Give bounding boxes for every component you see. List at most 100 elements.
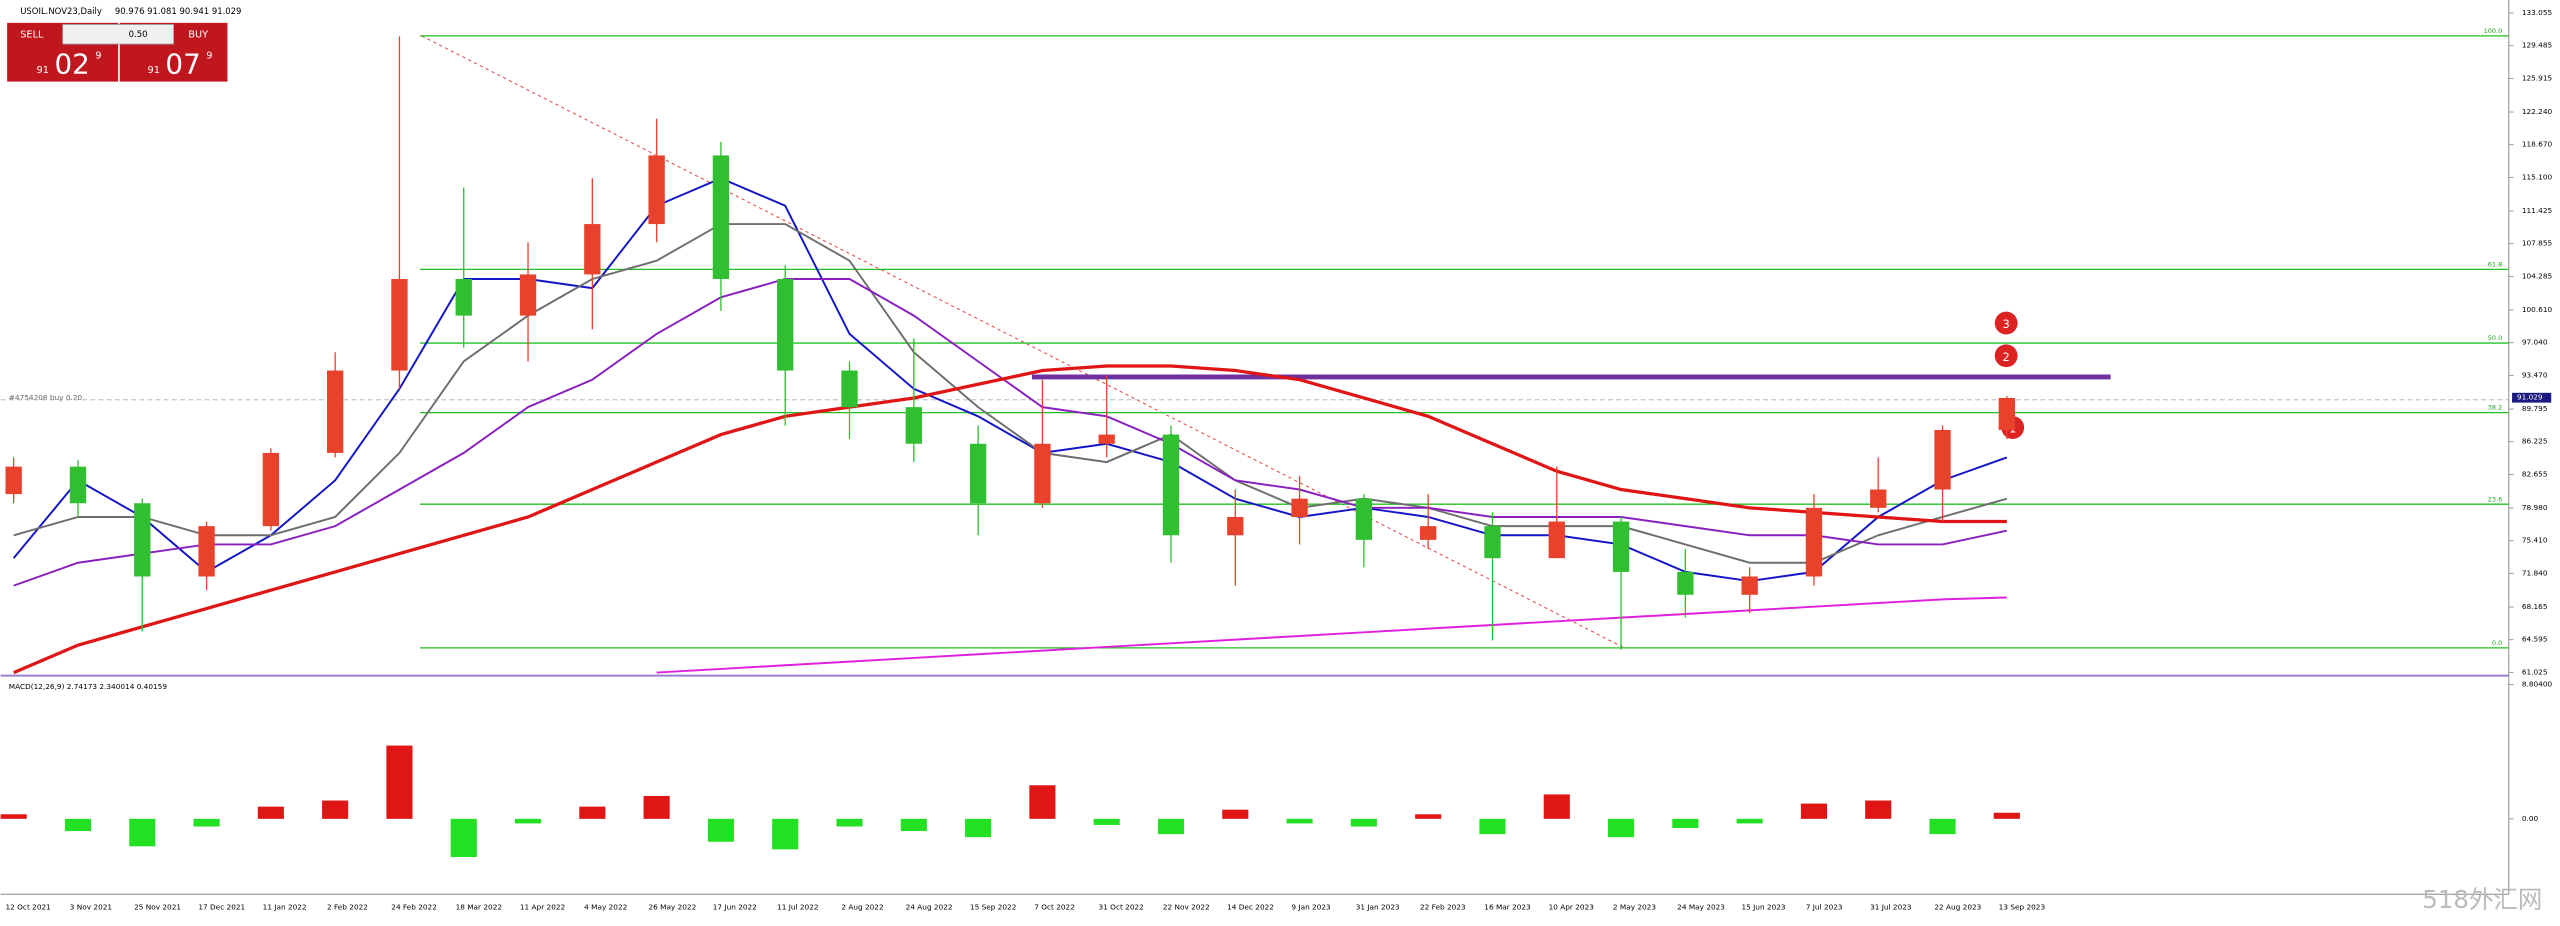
watermark: 518外汇网 bbox=[2422, 885, 2542, 914]
macd-bar bbox=[1929, 818, 1956, 835]
candle-body bbox=[905, 407, 922, 444]
x-tick-label: 3 Nov 2021 bbox=[70, 902, 112, 911]
macd-bar bbox=[1800, 803, 1827, 819]
candle-body bbox=[1934, 430, 1951, 490]
macd-bar bbox=[1865, 800, 1892, 819]
y-tick-label: 122.240 bbox=[2522, 107, 2553, 116]
x-tick-label: 2 Feb 2022 bbox=[327, 902, 368, 911]
x-tick-label: 2 Aug 2022 bbox=[841, 902, 883, 911]
order-label: #4754208 buy 0.20 bbox=[9, 393, 83, 402]
x-tick-label: 12 Oct 2021 bbox=[6, 902, 51, 911]
moving-average bbox=[13, 364, 2007, 675]
fib-label: 100.0 bbox=[2484, 27, 2503, 35]
x-tick-label: 7 Jul 2023 bbox=[1806, 902, 1843, 911]
macd-bar bbox=[1029, 785, 1056, 819]
candle-body bbox=[519, 274, 537, 316]
candle-body bbox=[1420, 526, 1437, 540]
macd-bar bbox=[64, 818, 92, 832]
macd-bar bbox=[386, 745, 413, 819]
candle-body bbox=[1805, 507, 1823, 577]
moving-average bbox=[13, 278, 2008, 587]
marker bbox=[1994, 344, 2018, 368]
x-tick-label: 17 Jun 2022 bbox=[713, 902, 757, 911]
macd-bar bbox=[514, 818, 542, 824]
macd-bar bbox=[1608, 818, 1635, 838]
macd-bar bbox=[193, 818, 220, 827]
trend-drawing bbox=[421, 35, 1625, 649]
candle-body bbox=[1677, 571, 1694, 595]
candle-body bbox=[391, 278, 408, 371]
macd-bar bbox=[1993, 812, 2020, 819]
fib-label: 61.8 bbox=[2488, 260, 2503, 268]
x-tick-label: 24 Aug 2022 bbox=[906, 902, 953, 911]
x-tick-label: 11 Apr 2022 bbox=[520, 902, 565, 911]
x-tick-label: 14 Dec 2022 bbox=[1227, 902, 1274, 911]
candle-body bbox=[841, 370, 858, 408]
x-tick-label: 9 Jan 2023 bbox=[1291, 902, 1331, 911]
y-tick-label: 75.410 bbox=[2522, 536, 2548, 545]
candle-body bbox=[1484, 526, 1501, 559]
macd-bar bbox=[0, 814, 27, 819]
fib-label: 23.6 bbox=[2488, 495, 2503, 503]
y-tick-label: 86.225 bbox=[2522, 437, 2548, 446]
candle-body bbox=[1098, 434, 1115, 444]
macd-bar bbox=[1736, 818, 1763, 824]
macd-bar bbox=[1157, 818, 1185, 835]
x-tick-label: 16 Mar 2023 bbox=[1484, 902, 1531, 911]
macd-bar bbox=[1672, 818, 1699, 829]
fib-label: 50.0 bbox=[2488, 334, 2503, 342]
symbol: USOIL.NOV23,Daily bbox=[20, 6, 102, 16]
y-tick-label: 115.100 bbox=[2522, 172, 2553, 181]
x-tick-label: 13 Sep 2023 bbox=[1999, 902, 2046, 911]
y-tick-label: 8.80400 bbox=[2522, 679, 2553, 688]
macd-title: MACD(12,26,9) 2.74173 2.340014 0.40159 bbox=[9, 682, 168, 691]
x-tick-label: 22 Feb 2023 bbox=[1420, 902, 1466, 911]
candle-body bbox=[1548, 521, 1565, 559]
lot-size[interactable]: 0.50 bbox=[129, 29, 148, 39]
macd-bar bbox=[836, 818, 863, 827]
y-tick-label: 125.915 bbox=[2522, 73, 2553, 82]
candle-body bbox=[712, 155, 730, 279]
bid-main: 02 bbox=[54, 47, 89, 80]
x-tick-label: 11 Jan 2022 bbox=[263, 902, 307, 911]
x-tick-label: 7 Oct 2022 bbox=[1034, 902, 1075, 911]
candle-body bbox=[1355, 498, 1373, 540]
x-tick-label: 2 May 2023 bbox=[1613, 902, 1656, 911]
candle-body bbox=[5, 466, 22, 495]
x-tick-label: 31 Jan 2023 bbox=[1356, 902, 1400, 911]
y-tick-label: 64.595 bbox=[2522, 635, 2548, 644]
x-tick-label: 22 Nov 2022 bbox=[1163, 902, 1210, 911]
y-tick-label: 68.165 bbox=[2522, 602, 2548, 611]
lot-box[interactable] bbox=[62, 24, 175, 45]
candle-body bbox=[777, 278, 794, 371]
buy-button[interactable]: BUY bbox=[188, 29, 208, 40]
sell-button[interactable]: SELL bbox=[20, 29, 44, 40]
candle-body bbox=[969, 443, 987, 504]
candle-body bbox=[198, 526, 215, 577]
y-tick-label: 100.610 bbox=[2522, 305, 2553, 314]
bid-big: 91 bbox=[37, 65, 49, 76]
candle-body bbox=[326, 370, 344, 453]
x-tick-label: 15 Sep 2022 bbox=[970, 902, 1016, 911]
candle-body bbox=[1741, 576, 1758, 595]
candle-body bbox=[1162, 434, 1180, 536]
x-tick-label: 31 Jul 2023 bbox=[1870, 902, 1912, 911]
moving-average bbox=[656, 596, 2007, 674]
trade-panel: SELL BUY 0.50 91 02 9 91 07 9 bbox=[7, 22, 228, 82]
x-tick-label: 18 Mar 2022 bbox=[456, 902, 502, 911]
y-tick-label: 118.670 bbox=[2522, 140, 2553, 149]
fib-label: 38.2 bbox=[2488, 404, 2503, 412]
x-tick-label: 24 May 2023 bbox=[1677, 902, 1725, 911]
x-tick-label: 17 Dec 2021 bbox=[198, 902, 245, 911]
candle-body bbox=[648, 155, 665, 225]
candle-body bbox=[1998, 397, 2015, 431]
macd-bar bbox=[579, 806, 606, 819]
marker-label: 2 bbox=[2003, 350, 2010, 364]
macd-bar bbox=[322, 800, 349, 819]
macd-bar bbox=[1543, 794, 1570, 819]
macd-bar bbox=[1286, 818, 1313, 824]
x-tick-label: 11 Jul 2022 bbox=[777, 902, 818, 911]
y-tick-label: 78.980 bbox=[2522, 503, 2548, 512]
